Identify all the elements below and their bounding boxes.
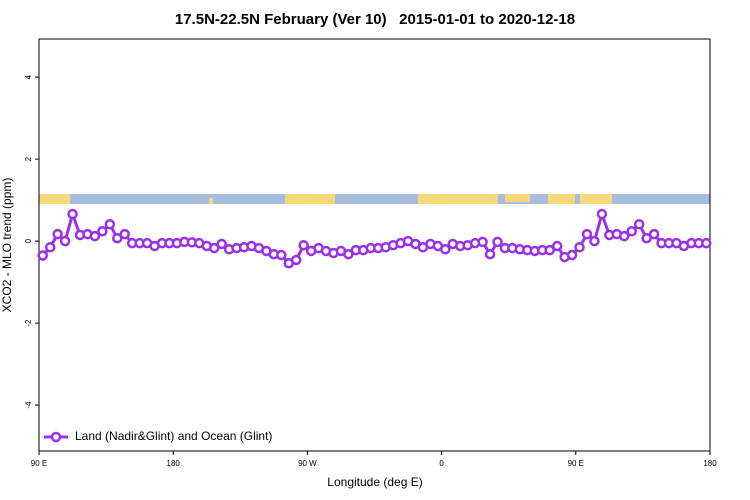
legend-marker (50, 431, 62, 443)
y-tick-label: 4 (24, 74, 33, 79)
data-point (343, 248, 354, 260)
data-point (477, 236, 488, 248)
data-point (440, 244, 451, 255)
data-point (581, 228, 593, 240)
data-point (290, 254, 302, 266)
data-point (52, 228, 63, 240)
x-tick-label: 90 E (568, 459, 584, 468)
data-point (633, 219, 645, 230)
data-point (619, 230, 630, 242)
x-tick-label: 0 (439, 459, 444, 468)
legend-label: Land (Nadir&Glint) and Ocean (Glint) (75, 429, 272, 443)
data-point (276, 249, 287, 261)
data-point (566, 249, 578, 261)
x-axis-label: Longitude (deg E) (327, 475, 422, 489)
data-point (44, 242, 56, 253)
data-point (97, 226, 108, 237)
data-point (626, 226, 637, 237)
data-point (104, 219, 116, 230)
data-point (37, 250, 48, 261)
x-tick-label: 90 E (31, 459, 47, 468)
data-point (641, 232, 652, 244)
data-point (596, 208, 608, 220)
data-point (544, 244, 555, 256)
y-tick-label: -4 (24, 401, 33, 409)
data-point (208, 242, 220, 254)
data-point (551, 240, 563, 252)
land-ocean-strip (39, 194, 710, 204)
y-axis-label: XCO2 - MLO trend (ppm) (0, 178, 14, 313)
data-point (648, 228, 660, 240)
data-point (59, 235, 71, 247)
data-point (574, 242, 585, 253)
y-tick-label: 0 (24, 238, 33, 243)
chart-title: 17.5N-22.5N February (Ver 10) 2015-01-01… (175, 11, 575, 28)
data-point (701, 237, 712, 249)
y-tick-label: -2 (24, 319, 33, 327)
data-point (67, 208, 78, 220)
data-point (216, 238, 227, 250)
y-tick-label: 2 (24, 156, 33, 161)
data-point (119, 228, 130, 240)
x-tick-label: 180 (703, 459, 717, 468)
data-point (112, 232, 123, 244)
x-tick-label: 180 (167, 459, 181, 468)
data-point (298, 239, 309, 251)
x-tick-label: 90 W (298, 459, 317, 468)
data-point (589, 235, 600, 247)
data-point (89, 230, 101, 242)
data-point (484, 248, 496, 260)
data-point (492, 236, 503, 248)
